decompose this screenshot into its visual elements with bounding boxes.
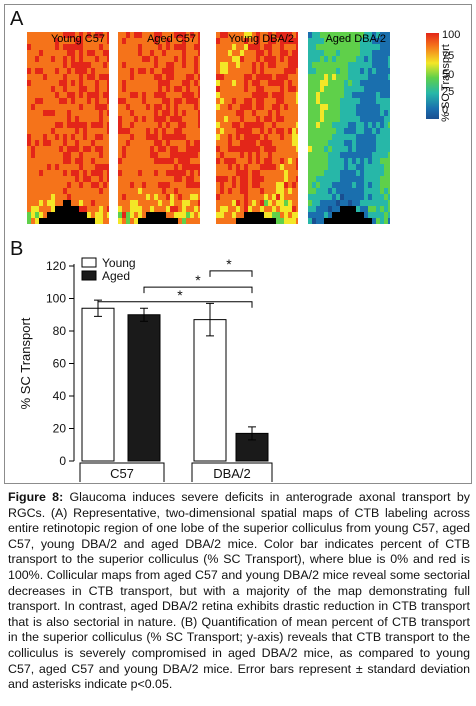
heatmap-young-c57 bbox=[27, 32, 109, 224]
significance-asterisk: * bbox=[226, 256, 232, 272]
significance-bracket bbox=[143, 286, 253, 294]
map-label-aged-c57: Aged C57 bbox=[147, 33, 196, 45]
caption-text: Glaucoma induces severe deficits in ante… bbox=[8, 490, 470, 692]
colorbar bbox=[426, 33, 439, 119]
caption-label: Figure 8: bbox=[8, 490, 64, 504]
significance-asterisk: * bbox=[177, 287, 183, 303]
y-tick-label: 120 bbox=[46, 259, 66, 273]
colorbar-tick-75: 75 bbox=[442, 50, 455, 62]
bar-aged-c57 bbox=[127, 314, 161, 462]
map-young-dba2: Young DBA/2 bbox=[216, 32, 298, 224]
y-tick-label: 100 bbox=[46, 292, 66, 306]
y-tick-label: 0 bbox=[59, 454, 66, 468]
y-tick-label: 80 bbox=[53, 324, 67, 338]
bar-chart: 0 20 40 60 80 100 120 % SC Transport C57 DBA/2 You… bbox=[18, 256, 273, 482]
y-tick-label: 20 bbox=[53, 422, 67, 436]
bar-young-c57 bbox=[81, 307, 115, 462]
panel-a-letter: A bbox=[10, 8, 24, 30]
heatmap-aged-dba2 bbox=[308, 32, 390, 224]
bar-young-dba2 bbox=[193, 319, 227, 462]
group-label-dba2: DBA/2 bbox=[213, 466, 251, 481]
map-young-c57: Young C57 bbox=[27, 32, 109, 224]
legend-swatch-aged bbox=[81, 270, 97, 281]
group-label-c57: C57 bbox=[110, 466, 134, 481]
colorbar-title: % SC Transport bbox=[440, 44, 452, 122]
group-box-c57 bbox=[79, 462, 165, 482]
map-label-aged-dba2: Aged DBA/2 bbox=[325, 33, 386, 45]
y-axis-label: % SC Transport bbox=[18, 317, 33, 409]
map-aged-dba2: Aged DBA/2 bbox=[308, 32, 390, 224]
map-aged-c57: Aged C57 bbox=[118, 32, 200, 224]
legend-label-aged: Aged bbox=[102, 269, 130, 283]
y-tick-label: 40 bbox=[53, 389, 67, 403]
colorbar-tick-25: 25 bbox=[442, 86, 455, 98]
heatmap-young-dba2 bbox=[216, 32, 298, 224]
heatmap-aged-c57 bbox=[118, 32, 200, 224]
panel-b-letter: B bbox=[10, 238, 24, 260]
group-box-dba2 bbox=[191, 462, 273, 482]
legend-label-young: Young bbox=[102, 256, 136, 270]
map-label-young-dba2: Young DBA/2 bbox=[228, 33, 294, 45]
significance-bracket bbox=[209, 270, 253, 277]
colorbar-tick-100: 100 bbox=[442, 29, 461, 41]
legend-swatch-young bbox=[81, 257, 97, 268]
colorbar-tick-0: 0 bbox=[442, 104, 449, 116]
map-label-young-c57: Young C57 bbox=[50, 33, 105, 45]
colorbar-tick-50: 50 bbox=[442, 69, 455, 81]
significance-asterisk: * bbox=[195, 272, 201, 288]
significance-bracket bbox=[97, 301, 253, 308]
y-tick-label: 60 bbox=[53, 357, 67, 371]
figure-caption: Figure 8: Glaucoma induces severe defici… bbox=[8, 490, 470, 693]
